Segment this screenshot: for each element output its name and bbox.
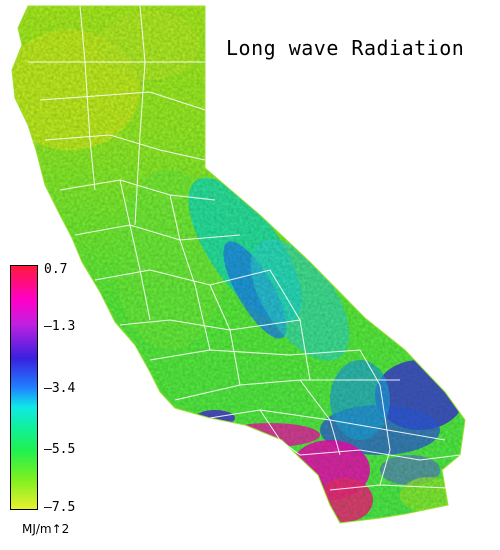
legend-tick-3: –3.4: [44, 381, 76, 396]
legend-tick-max: 0.7: [44, 262, 68, 277]
legend-unit-label: MJ/m↑2: [22, 522, 70, 536]
legend-tick-2: –1.3: [44, 319, 76, 334]
legend-tick-4: –5.5: [44, 442, 76, 457]
county-boundaries: [28, 5, 461, 491]
color-scale-bar: [10, 265, 38, 510]
legend-tick-min: –7.5: [44, 500, 76, 515]
map-title: Long wave Radiation: [226, 36, 465, 60]
